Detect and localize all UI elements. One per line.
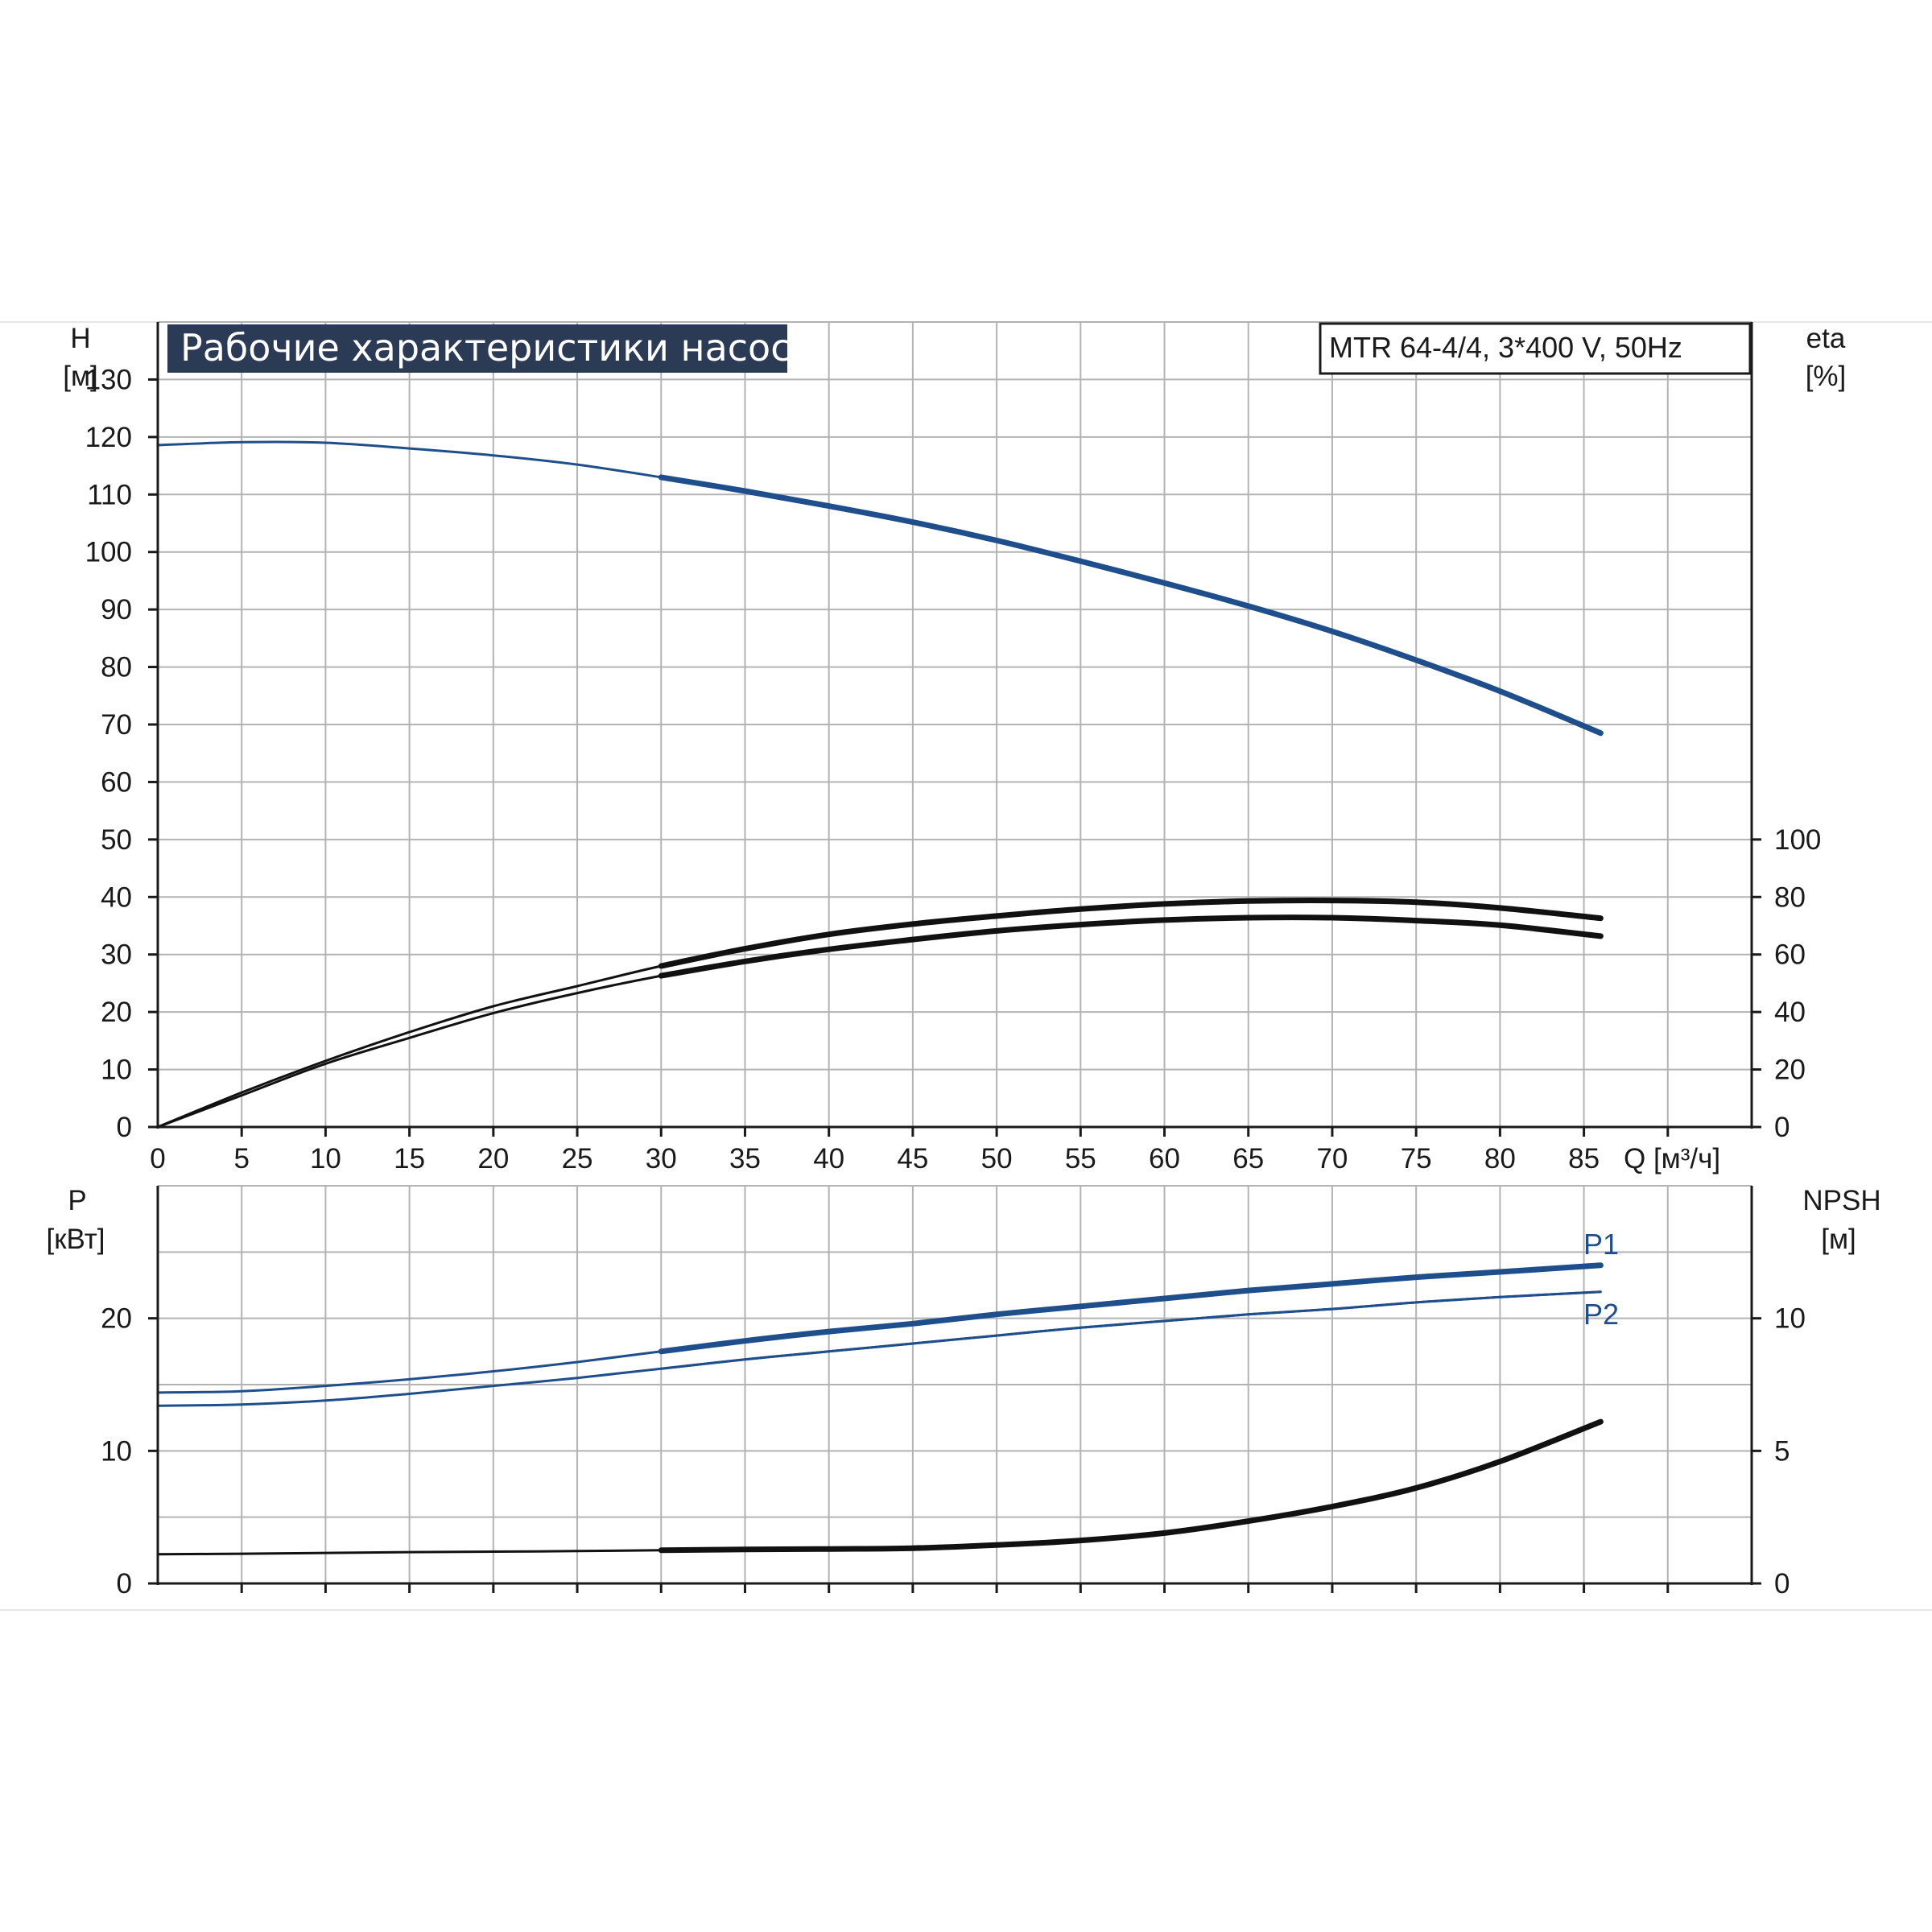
left-tick-label: 100 (85, 537, 132, 568)
npsh-axis-unit: [м] (1821, 1224, 1856, 1255)
series-line-operating-range (658, 914, 1604, 979)
x-tick-label: 35 (729, 1143, 761, 1174)
series-line-operating-range (658, 897, 1604, 969)
chart-title-background (167, 324, 787, 373)
x-tick-label: 55 (1065, 1143, 1096, 1174)
power-npsh-curves (157, 1262, 1604, 1556)
performance-panel: 0102030405060708090100110120130020406080… (85, 321, 1822, 1174)
x-tick-label: 65 (1232, 1143, 1264, 1174)
right-tick-label: 80 (1774, 881, 1806, 913)
left-tick-label: 80 (101, 652, 132, 683)
h-axis-unit: [м] (63, 361, 98, 392)
p-axis-label: P (68, 1185, 86, 1216)
chart-title: Рабочие характеристики насоса (180, 326, 814, 369)
npsh-axis-label: NPSH (1802, 1185, 1880, 1216)
x-tick-label: 50 (981, 1143, 1013, 1174)
left-tick-label: 10 (101, 1055, 132, 1086)
series-line-thin (157, 1290, 1601, 1407)
left-tick-label: 0 (117, 1568, 132, 1600)
x-tick-label: 5 (233, 1143, 249, 1174)
left-tick-label: 70 (101, 709, 132, 741)
series-line-operating-range (658, 1262, 1604, 1355)
left-tick-label: 10 (101, 1435, 132, 1467)
left-tick-label: 30 (101, 939, 132, 971)
x-tick-label: 0 (150, 1143, 165, 1174)
series-line-thin (157, 916, 1601, 1129)
model-box (1319, 322, 1752, 375)
series-line-operating-range (658, 474, 1604, 737)
left-tick-label: 90 (101, 594, 132, 625)
left-tick-label: 120 (85, 422, 132, 453)
eta-axis-label: eta (1806, 323, 1846, 354)
x-tick-label: 25 (562, 1143, 593, 1174)
x-tick-label: 30 (646, 1143, 677, 1174)
right-tick-label: 20 (1774, 1055, 1806, 1086)
x-tick-label: 80 (1484, 1143, 1516, 1174)
model-label: MTR 64-4/4, 3*400 V, 50Hz (1329, 331, 1682, 364)
x-tick-label: 85 (1568, 1143, 1600, 1174)
series-line-thin (157, 1420, 1601, 1556)
power-npsh-panel: 0 10 20 0 5 10 (101, 1185, 1806, 1600)
power-npsh-tick-labels: 0 10 20 0 5 10 (101, 1303, 1806, 1600)
performance-curves (157, 440, 1604, 1129)
right-tick-label: 40 (1774, 997, 1806, 1028)
series-line-operating-range (659, 1290, 1602, 1370)
p2-series-label: P2 (1583, 1298, 1619, 1331)
left-tick-label: 110 (87, 479, 132, 510)
left-tick-label: 60 (101, 766, 132, 798)
x-tick-label: 70 (1316, 1143, 1348, 1174)
right-tick-label: 0 (1774, 1112, 1790, 1143)
power-npsh-axes (148, 1186, 1761, 1593)
x-tick-label: 75 (1401, 1143, 1432, 1174)
right-tick-label: 0 (1774, 1568, 1790, 1600)
series-line-thin (157, 440, 1601, 735)
h-axis-label: H (70, 323, 90, 354)
eta-axis-unit: [%] (1806, 361, 1847, 392)
power-npsh-grid (158, 1185, 1752, 1583)
right-tick-label: 5 (1774, 1435, 1790, 1467)
performance-tick-labels: 0102030405060708090100110120130020406080… (85, 364, 1822, 1174)
left-tick-label: 0 (117, 1112, 132, 1143)
x-tick-label: 45 (897, 1143, 928, 1174)
series-line-operating-range (658, 1418, 1604, 1554)
left-tick-label: 40 (101, 881, 132, 913)
right-tick-label: 60 (1774, 939, 1806, 971)
x-tick-label: 60 (1149, 1143, 1180, 1174)
x-tick-label: 15 (394, 1143, 425, 1174)
right-tick-label: 100 (1774, 824, 1821, 856)
q-axis-label: Q [м³/ч] (1624, 1143, 1720, 1174)
x-tick-label: 10 (310, 1143, 341, 1174)
right-tick-label: 10 (1774, 1303, 1806, 1335)
p1-series-label: P1 (1583, 1228, 1619, 1261)
performance-axes (148, 322, 1761, 1137)
left-tick-label: 50 (101, 824, 132, 856)
series-line-thin (157, 898, 1601, 1129)
left-tick-label: 130 (85, 364, 132, 395)
p-axis-unit: [кВт] (47, 1224, 105, 1255)
x-tick-label: 20 (477, 1143, 509, 1174)
left-tick-label: 20 (101, 997, 132, 1028)
x-tick-label: 40 (813, 1143, 844, 1174)
left-tick-label: 20 (101, 1303, 132, 1335)
performance-grid (158, 321, 1752, 1127)
